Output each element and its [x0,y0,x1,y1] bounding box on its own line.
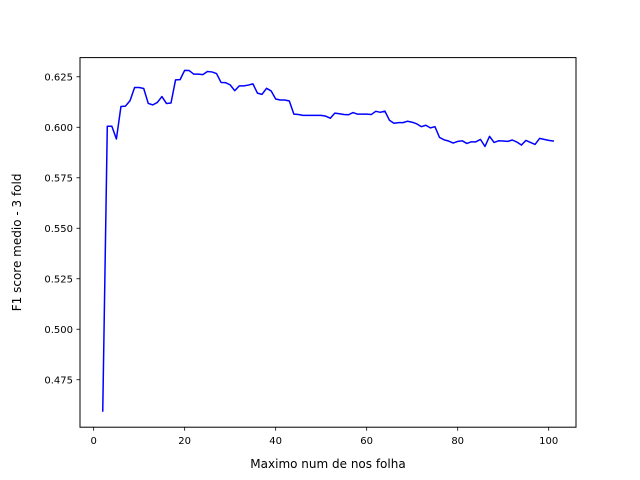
x-tick-label: 40 [269,436,282,447]
y-tick-label: 0.625 [44,72,73,83]
x-tick-label: 20 [178,436,191,447]
y-tick-label: 0.600 [44,123,73,134]
axes-frame [79,57,577,428]
y-tick-label: 0.500 [44,325,73,336]
y-axis-ticks: 0.475 0.500 0.525 0.550 0.575 0.600 0.625 [44,72,80,386]
x-axis-label: Maximo num de nos folha [250,457,405,471]
y-tick-label: 0.475 [44,375,73,386]
y-axis-label: F1 score medio - 3 fold [10,174,24,312]
plot-lines [101,69,555,412]
x-axis-ticks: 0 20 40 60 80 100 [90,427,558,447]
x-tick-label: 60 [360,436,373,447]
y-tick-label: 0.575 [44,173,73,184]
x-tick-label: 80 [451,436,464,447]
x-tick-label: 0 [90,436,96,447]
y-tick-label: 0.525 [44,274,73,285]
y-tick-label: 0.550 [44,224,73,235]
series-line-0 [101,69,555,412]
x-tick-label: 100 [539,436,558,447]
